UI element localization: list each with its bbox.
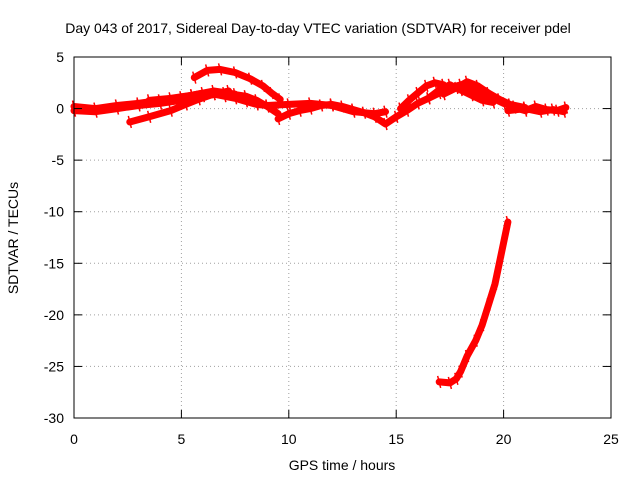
y-tick-label: -25 [44,358,64,374]
data-point [497,257,502,270]
series-layer [70,63,570,390]
y-tick-label: -20 [44,307,64,323]
chart-title: Day 043 of 2017, Sidereal Day-to-day VTE… [65,20,571,36]
data-point [232,66,238,79]
y-tick-labels: 5 0 -5 -10 -15 -20 -25 -30 [44,49,64,426]
data-point [497,93,502,106]
series-track-12 [435,218,512,387]
data-point [469,88,474,102]
data-point [479,94,485,107]
data-point [286,98,292,111]
data-point [275,112,281,126]
data-point [473,334,478,347]
x-axis-label: GPS time / hours [289,457,396,473]
tick-layer [73,56,612,419]
data-point [114,102,120,115]
data-point [383,117,388,131]
data-point [146,94,152,107]
data-point [458,83,463,97]
data-point [505,104,511,117]
series-track-4 [190,65,284,103]
data-point [168,92,173,105]
data-point [136,99,141,112]
data-point [458,365,463,378]
data-point [424,79,429,93]
data-point [217,63,223,76]
data-point [204,64,210,77]
x-tick-label: 5 [178,431,186,447]
data-point [372,110,377,124]
y-tick-label: 5 [56,49,64,65]
y-tick-label: -5 [52,152,65,168]
data-point [211,84,216,98]
y-axis-label: SDTVAR / TECUs [5,182,21,294]
data-point [127,115,133,129]
data-point [232,87,238,101]
data-point [398,102,403,115]
x-tick-label: 0 [70,431,78,447]
data-point [192,71,197,84]
data-point [361,106,367,119]
x-tick-labels: 0 5 10 15 20 25 [70,431,619,447]
data-point [297,104,302,117]
data-point [436,375,442,389]
x-tick-label: 10 [281,431,297,447]
data-point [247,72,253,85]
series-track-11 [504,105,568,116]
data-point [168,104,173,117]
data-point [351,103,356,116]
y-tick-label: -30 [44,410,64,426]
data-point [486,86,491,100]
data-point [492,277,498,291]
data-point [93,105,98,118]
data-point [447,376,453,390]
data-point [415,86,420,100]
data-point [286,107,292,120]
data-point [265,100,270,113]
data-point [277,93,283,106]
data-point [426,92,431,105]
data-point [454,372,459,385]
x-tick-label: 25 [603,431,619,447]
y-tick-label: -10 [44,204,64,220]
data-point [447,78,453,92]
data-point [464,349,470,363]
data-point [561,105,566,118]
y-tick-label: -15 [44,255,64,271]
data-point [550,103,556,116]
data-point [522,102,528,115]
data-point [308,102,313,115]
data-point [475,79,481,93]
data-point [486,298,491,311]
data-point [393,110,399,124]
data-point [189,88,195,102]
data-point [269,86,274,100]
data-point [406,94,412,107]
data-point [479,318,485,332]
data-point [183,98,188,111]
data-point [254,94,259,107]
data-point [505,215,511,229]
data-point [464,75,470,88]
series-track-7 [397,79,447,113]
data-point [340,100,345,113]
data-point [537,105,543,118]
data-point [436,83,442,97]
plot-frame [73,56,612,419]
data-point [243,90,249,103]
data-point [383,105,388,118]
x-tick-label: 20 [496,431,512,447]
data-point [490,96,496,109]
x-tick-label: 15 [388,431,404,447]
data-point [260,79,266,93]
data-point [501,236,506,249]
data-point [146,110,152,124]
data-point [432,76,438,89]
data-point [318,99,324,112]
data-point [329,98,334,111]
y-tick-label: 0 [56,101,64,117]
data-point [415,97,420,110]
